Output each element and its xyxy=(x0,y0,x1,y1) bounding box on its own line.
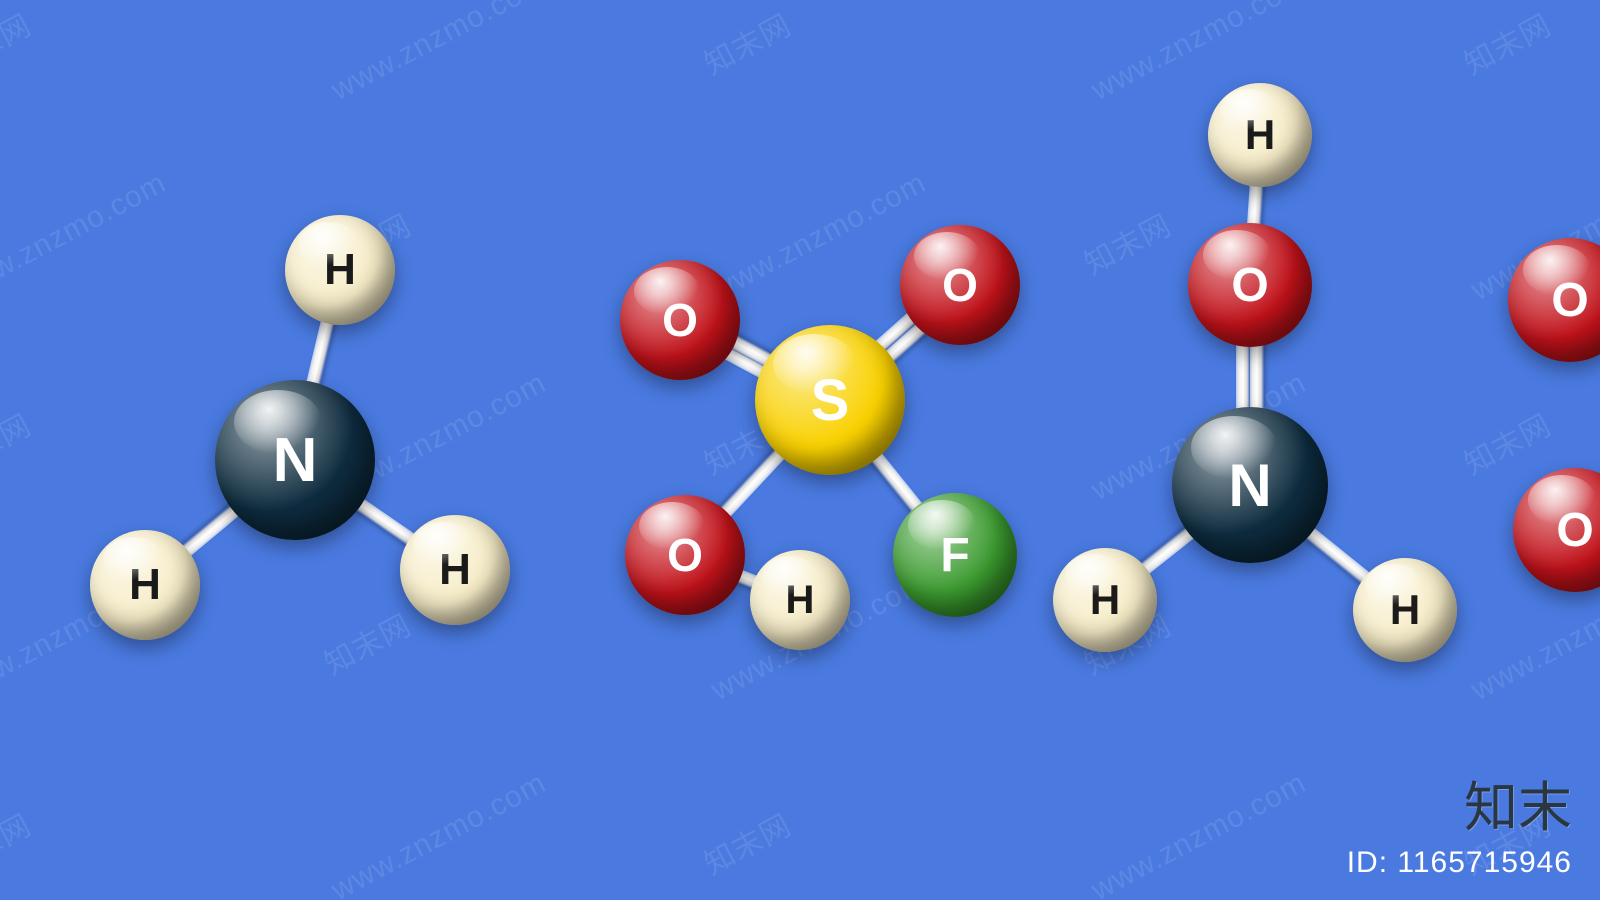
atom-h: H xyxy=(90,530,200,640)
atom-label: N xyxy=(1228,451,1271,520)
atom-label: H xyxy=(324,245,356,295)
watermark-text: 知末网 xyxy=(695,1,798,84)
atom-o: O xyxy=(1508,238,1600,362)
watermark-text: 知末网 xyxy=(695,801,798,884)
atom-h: H xyxy=(285,215,395,325)
watermark-text: 知末网 xyxy=(0,801,38,884)
atom-h: H xyxy=(1208,83,1312,187)
atom-label: H xyxy=(1090,576,1120,624)
atom-f: F xyxy=(893,493,1017,617)
asset-id-label: ID: 1165715946 xyxy=(1347,846,1572,880)
atom-label: O xyxy=(662,293,698,347)
brand-logo-text: 知末 xyxy=(1464,763,1572,842)
atom-o: O xyxy=(625,495,745,615)
atom-label: N xyxy=(273,425,318,496)
atom-label: O xyxy=(667,528,703,582)
atom-o: O xyxy=(620,260,740,380)
atom-label: H xyxy=(1390,586,1420,634)
atom-n: N xyxy=(215,380,375,540)
atom-o: O xyxy=(1188,223,1312,347)
atom-o: O xyxy=(1513,468,1600,592)
watermark-text: 知末网 xyxy=(1075,201,1178,284)
watermark-text: www.znzmo.com xyxy=(1086,766,1312,900)
watermark-text: www.znzmo.com xyxy=(326,0,552,108)
atom-label: H xyxy=(1245,111,1275,159)
atom-label: O xyxy=(942,258,978,312)
atom-label: S xyxy=(811,367,850,434)
atom-h: H xyxy=(400,515,510,625)
watermark-text: 知末网 xyxy=(0,401,38,484)
atom-h: H xyxy=(1353,558,1457,662)
atom-label: O xyxy=(1556,503,1593,558)
watermark-text: 知末网 xyxy=(315,601,418,684)
atom-label: H xyxy=(786,578,815,623)
watermark-text: www.znzmo.com xyxy=(706,166,932,308)
atom-label: O xyxy=(1231,258,1268,313)
watermark-text: 知末网 xyxy=(1455,401,1558,484)
atom-label: F xyxy=(940,528,969,583)
watermark-text: 知末网 xyxy=(1455,1,1558,84)
atom-h: H xyxy=(750,550,850,650)
atom-o: O xyxy=(900,225,1020,345)
atom-label: O xyxy=(1551,273,1588,328)
atom-n: N xyxy=(1172,407,1328,563)
atom-label: H xyxy=(439,545,471,595)
atom-label: H xyxy=(129,560,161,610)
watermark-text: www.znzmo.com xyxy=(326,766,552,900)
molecule-canvas: 知末网 www.znzmo.com 知末网 www.znzmo.com 知末网 www.z… xyxy=(0,0,1600,900)
atom-s: S xyxy=(755,325,905,475)
atom-h: H xyxy=(1053,548,1157,652)
watermark-text: www.znzmo.com xyxy=(0,166,172,308)
watermark-text: 知末网 xyxy=(0,1,38,84)
